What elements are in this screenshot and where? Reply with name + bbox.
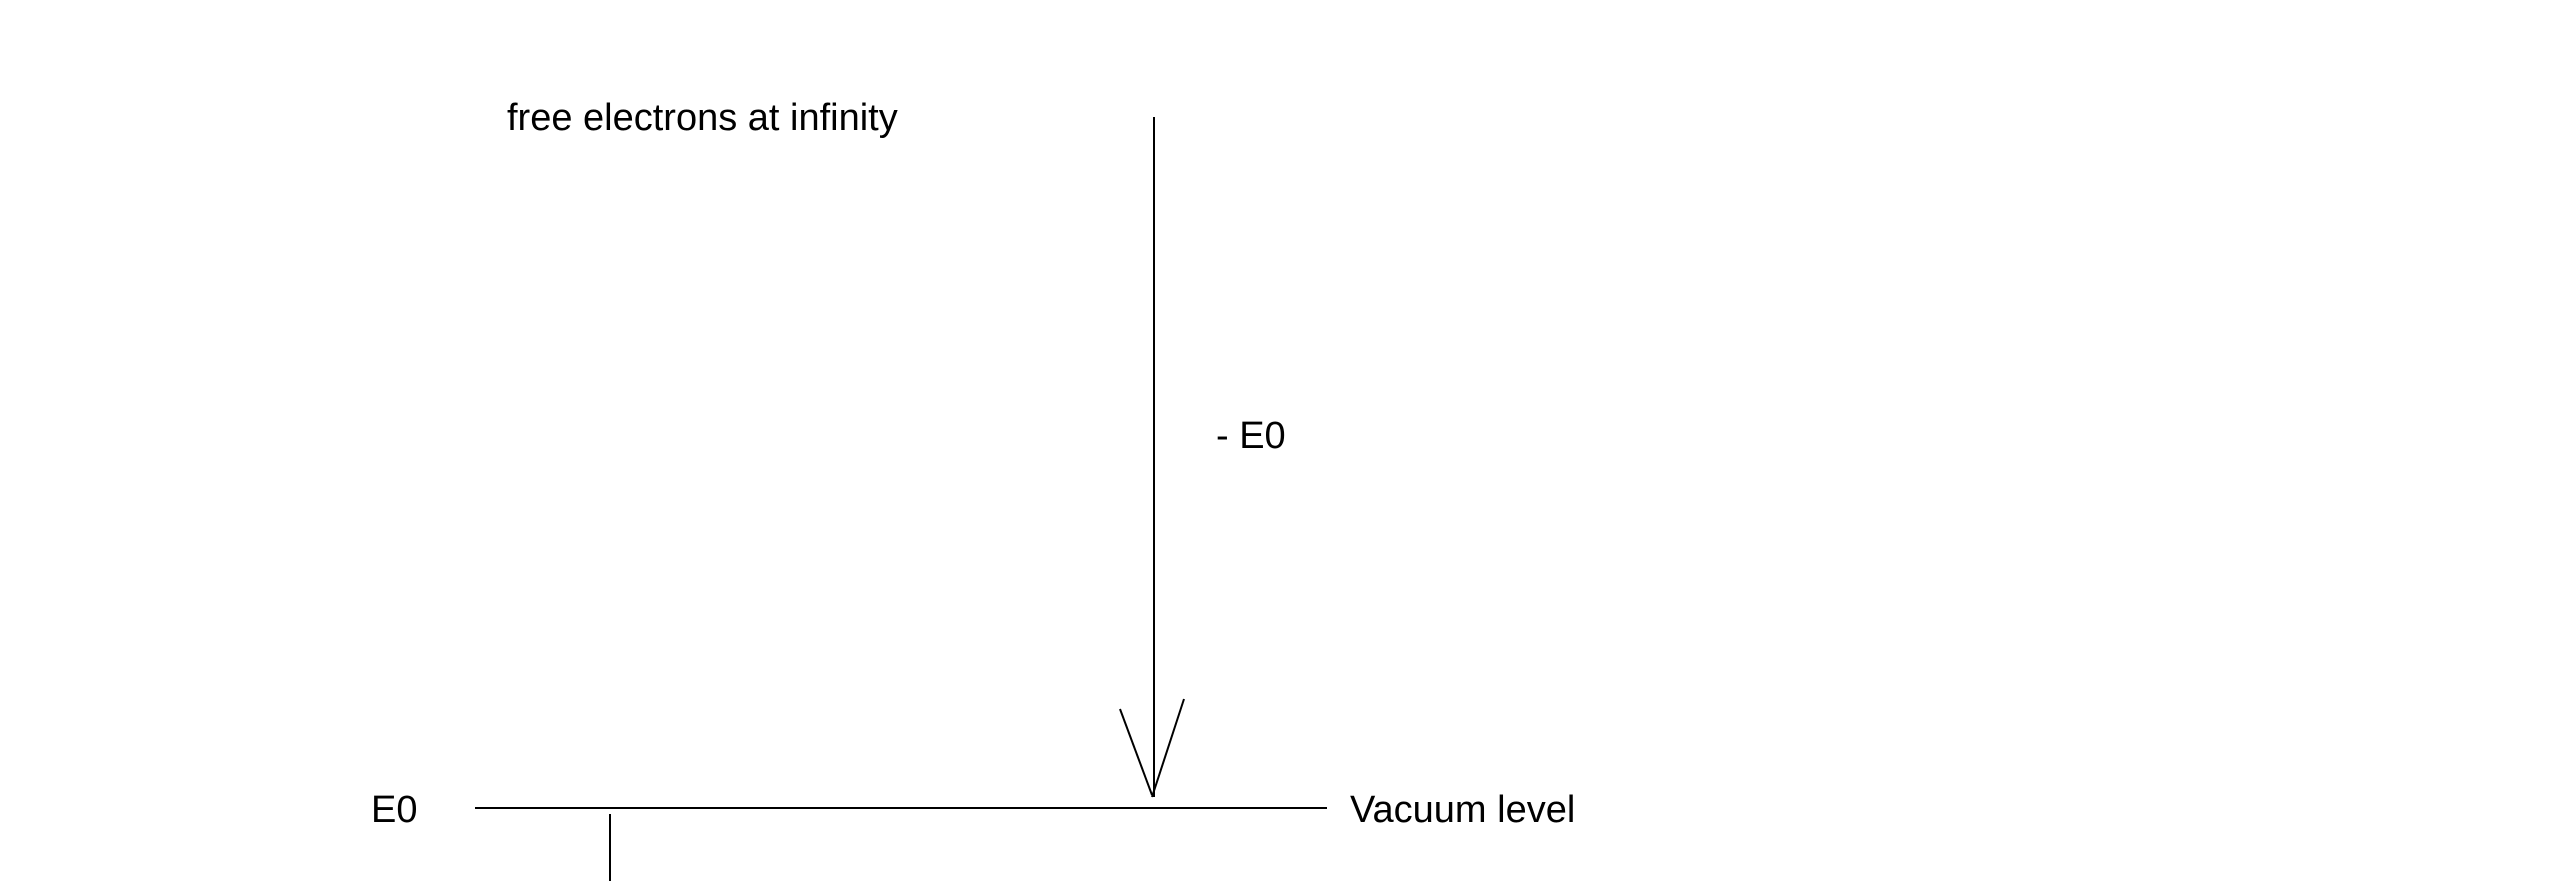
arrowhead-left-stroke — [1119, 708, 1153, 796]
vacuum-level-label: Vacuum level — [1350, 789, 1576, 831]
free-electrons-label: free electrons at infinity — [507, 97, 898, 139]
e0-label: E0 — [371, 789, 418, 831]
minus-e0-label: - E0 — [1216, 415, 1286, 457]
arrowhead-right-stroke — [1151, 698, 1185, 798]
